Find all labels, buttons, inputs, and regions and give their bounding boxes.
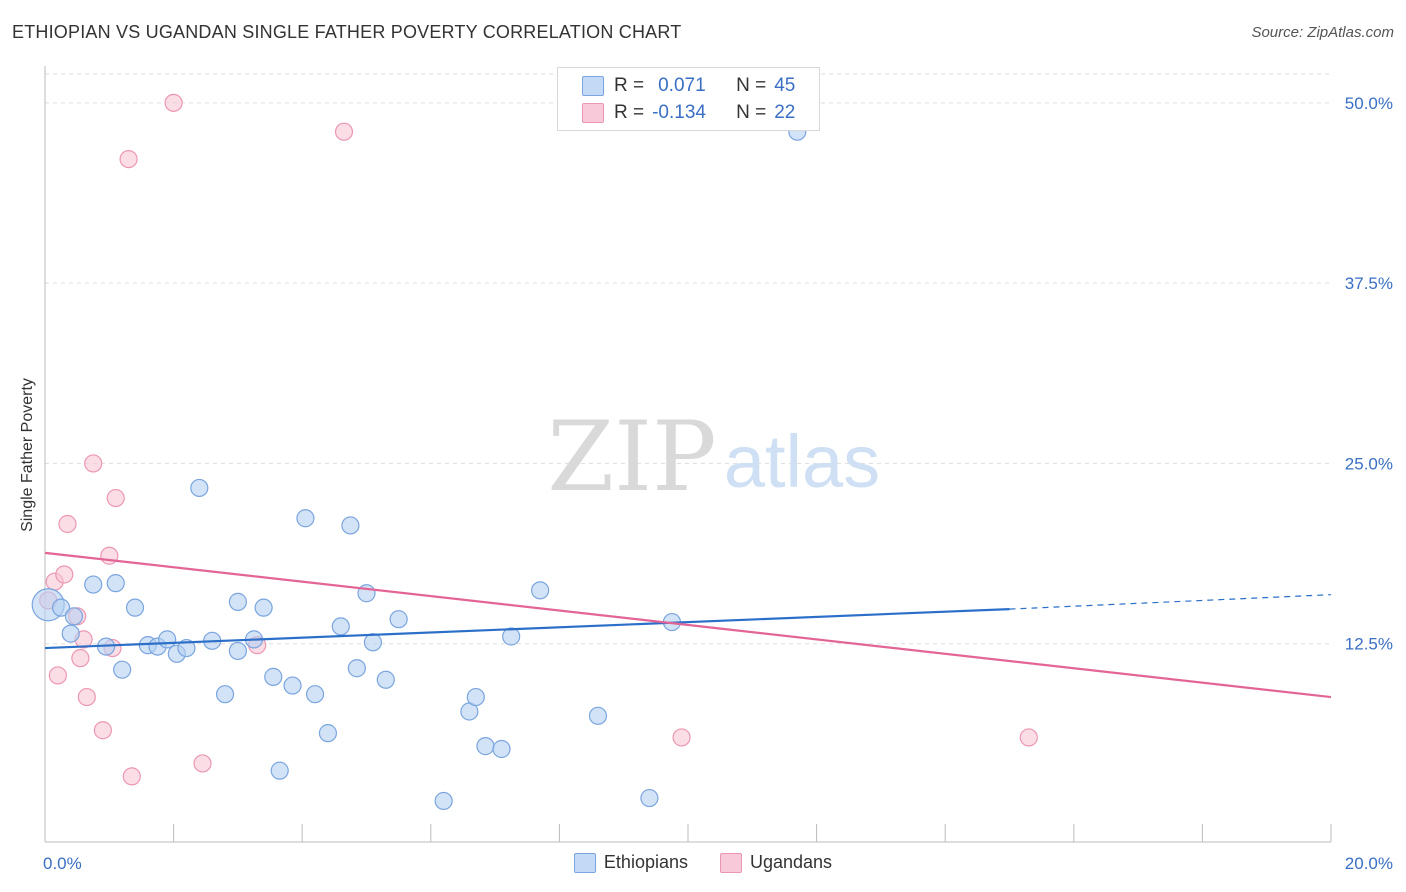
ugandans-point [672, 728, 691, 747]
axes [44, 66, 1332, 843]
ethiopians-point [254, 598, 273, 617]
y-tick-label: 12.5% [1345, 635, 1393, 654]
y-tick-label: 37.5% [1345, 274, 1393, 293]
ethiopians-point [531, 581, 550, 600]
ethiopians-point [190, 478, 209, 498]
ethiopians-point [318, 724, 338, 743]
y-tick-label: 25.0% [1345, 454, 1393, 473]
legend-label-ethiopians: Ethiopians [603, 852, 688, 872]
ethiopians-point [476, 737, 495, 756]
ethiopians-point [434, 791, 453, 811]
ugandans-point [334, 122, 354, 141]
ethiopians-point [228, 641, 247, 661]
ethiopians-point [125, 598, 145, 617]
legend-n-label: N = [736, 102, 767, 123]
ethiopians-point [61, 624, 80, 643]
ugandans-point [164, 93, 183, 112]
ethiopians-trend-extension [1009, 594, 1332, 610]
ugandans-point [122, 767, 141, 786]
ethiopians-point [502, 627, 521, 646]
legend-n-value: 22 [774, 102, 796, 123]
ethiopians-point [363, 633, 383, 652]
ethiopians-point [177, 638, 196, 658]
ethiopians-point [228, 592, 247, 611]
correlation-legend: R = 0.071 N = 45 R = -0.134 N = 22 [557, 67, 820, 131]
data-points [31, 93, 1038, 811]
legend-swatch-ugandans [582, 103, 604, 123]
ethiopians-point [376, 670, 395, 689]
ethiopians-point [389, 610, 408, 629]
ethiopians-point [347, 659, 366, 678]
ugandans-point [119, 149, 138, 169]
ugandans-point [93, 721, 112, 740]
tick-labels: 12.5% 25.0% 37.5% 50.0% 0.0% 20.0% [43, 94, 1393, 873]
ugandans-trend-line [44, 551, 1332, 699]
legend-r-label: R = [614, 102, 645, 123]
ethiopians-point [305, 685, 325, 704]
ugandans-point [58, 514, 77, 534]
legend-swatch-ethiopians [573, 852, 596, 873]
ugandans-point [48, 666, 67, 685]
legend-item-ethiopians: Ethiopians [573, 852, 688, 873]
ethiopians-point [158, 630, 177, 649]
ethiopians-point [296, 509, 315, 528]
ugandans-point [1019, 728, 1038, 747]
trend-lines [44, 551, 1332, 699]
legend-swatch-ugandans [719, 852, 742, 873]
ethiopians-point [64, 607, 84, 626]
watermark-zip: ZIP [547, 401, 716, 513]
legend-r-value: -0.134 [652, 102, 706, 123]
ugandans-point [84, 454, 103, 473]
legend-row-ugandans: R = -0.134 N = 22 [582, 102, 795, 124]
legend-r-value: 0.071 [658, 75, 706, 96]
legend-label-ugandans: Ugandans [749, 852, 833, 872]
ugandans-point [55, 565, 74, 584]
ethiopians-point [466, 687, 485, 707]
x-tick-label: 20.0% [1345, 854, 1393, 873]
ugandans-point [106, 488, 125, 508]
source-label: Source: ZipAtlas.com [1251, 24, 1394, 41]
ethiopians-point [215, 685, 235, 704]
legend-n-label: N = [736, 75, 767, 96]
ethiopians-point [283, 676, 302, 695]
ugandans-point [71, 649, 90, 668]
ethiopians-point [264, 667, 283, 686]
ethiopians-point [270, 761, 289, 780]
legend-item-ugandans: Ugandans [719, 852, 833, 873]
ethiopians-point [106, 574, 125, 593]
chart-title: ETHIOPIAN VS UGANDAN SINGLE FATHER POVER… [12, 22, 682, 42]
ugandans-point [77, 687, 96, 707]
legend-n-value: 45 [774, 75, 796, 96]
x-tick-label: 0.0% [43, 854, 82, 873]
legend-swatch-ethiopians [582, 76, 604, 96]
ethiopians-point [341, 516, 360, 535]
ugandans-point [193, 754, 212, 773]
ethiopians-point [113, 660, 132, 679]
series-legend: Ethiopians Ugandans [0, 852, 1406, 873]
y-tick-label: 50.0% [1345, 94, 1393, 113]
legend-row-ethiopians: R = 0.071 N = 45 [582, 75, 795, 97]
legend-r-label: R = [614, 75, 645, 96]
watermark-atlas: atlas [724, 420, 880, 503]
grid-lines [45, 73, 1331, 645]
ethiopians-point [640, 788, 659, 808]
ethiopians-trend-line [44, 607, 1010, 650]
ethiopians-point [331, 617, 350, 636]
ethiopians-point [492, 739, 511, 759]
ethiopians-point [84, 575, 103, 594]
ethiopians-point [51, 598, 71, 617]
ethiopians-point [588, 706, 608, 725]
